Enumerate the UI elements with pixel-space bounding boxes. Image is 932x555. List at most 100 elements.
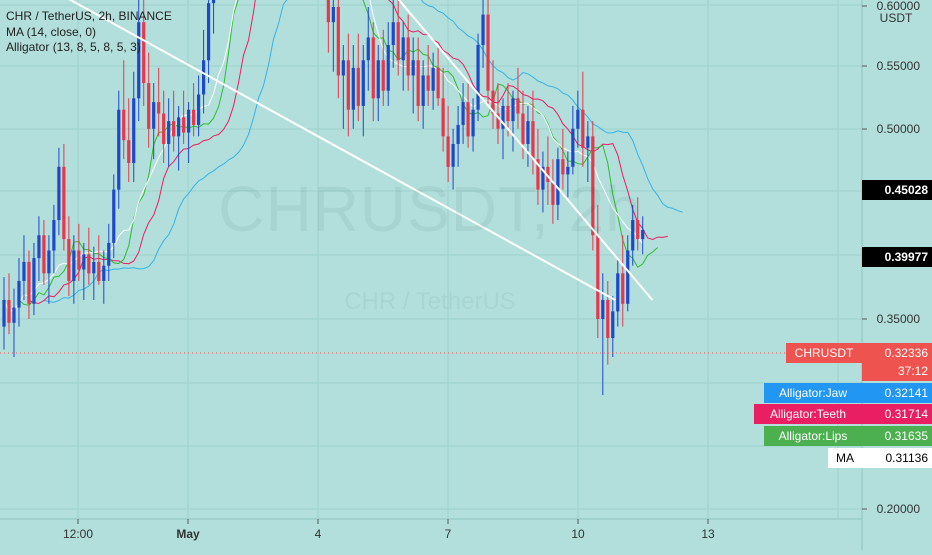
candle-body xyxy=(172,121,176,137)
price-label-value-box xyxy=(862,247,932,267)
price-tick-label: 0.55000 xyxy=(877,59,921,73)
candle-body xyxy=(586,136,590,148)
candle-body xyxy=(82,254,86,270)
candle-body xyxy=(591,136,595,236)
time-tick-label: 13 xyxy=(701,527,715,541)
candle-body xyxy=(326,0,330,23)
candle-body xyxy=(581,109,585,148)
candle-body xyxy=(122,109,126,141)
candle-body xyxy=(526,121,530,144)
symbol-watermark: CHRUSDT, 2h xyxy=(218,173,642,245)
ma-line xyxy=(3,0,644,312)
price-label-name: Alligator:Lips xyxy=(779,429,848,443)
candle-body xyxy=(62,166,66,240)
time-tick-label: 12:00 xyxy=(63,527,93,541)
candle-body xyxy=(72,250,76,281)
candle-body xyxy=(391,22,395,46)
candle-body xyxy=(606,299,610,339)
candle-body xyxy=(641,229,645,240)
candle-body xyxy=(496,113,500,129)
candle-body xyxy=(107,242,111,266)
price-label-value: 0.31714 xyxy=(885,407,929,421)
price-label-name-box xyxy=(786,343,862,363)
candle-body xyxy=(396,22,400,61)
trendline xyxy=(397,0,654,301)
alligator-teeth-line xyxy=(28,0,668,304)
candle-body xyxy=(626,250,630,304)
price-label-name: Alligator:Jaw xyxy=(779,386,847,400)
candle-body xyxy=(366,37,370,61)
candle-body xyxy=(147,83,151,129)
price-label-name-box xyxy=(754,404,862,424)
candle-body xyxy=(636,220,640,240)
candle-body xyxy=(47,250,51,274)
candle-body xyxy=(32,258,36,304)
candles xyxy=(2,0,645,396)
candle-body xyxy=(576,109,580,129)
candle-body xyxy=(631,220,635,251)
time-tick-label: 7 xyxy=(445,527,452,541)
candle-body xyxy=(456,124,460,144)
price-label-name-box xyxy=(764,383,862,403)
time-tick-label: 4 xyxy=(315,527,322,541)
candle-body xyxy=(57,166,61,221)
candle-body xyxy=(446,136,450,167)
price-label-name: Alligator:Teeth xyxy=(770,407,846,421)
candle-body xyxy=(192,109,196,125)
candle-body xyxy=(336,6,340,76)
price-label-value-box xyxy=(862,404,932,424)
candle-body xyxy=(501,105,505,129)
legend-ma[interactable]: MA (14, close, 0) xyxy=(6,24,97,39)
price-tick-label: 0.20000 xyxy=(877,502,921,516)
candle-body xyxy=(476,45,480,110)
candle-body xyxy=(511,98,515,122)
price-label-value: 0.31136 xyxy=(886,451,929,465)
candle-body xyxy=(481,14,485,46)
candle-body xyxy=(381,60,385,91)
price-label-name: MA xyxy=(836,451,854,465)
alligator-lips-line xyxy=(18,0,659,306)
price-label-value-box xyxy=(862,383,932,403)
candle-body xyxy=(77,250,81,270)
candle-body xyxy=(376,60,380,99)
candle-body xyxy=(426,75,430,91)
candle-body xyxy=(621,273,625,304)
price-label-name-box xyxy=(764,426,862,446)
candle-body xyxy=(7,299,11,323)
candle-body xyxy=(112,189,116,243)
legend-alligator[interactable]: Alligator (13, 8, 5, 8, 5, 3) xyxy=(6,40,141,54)
candle-body xyxy=(27,261,31,304)
candle-body xyxy=(486,14,490,91)
candle-body xyxy=(137,22,141,99)
candle-body xyxy=(142,22,146,84)
candle-body xyxy=(536,159,540,190)
candle-body xyxy=(92,261,96,274)
candle-body xyxy=(421,75,425,106)
alligator-jaw-line xyxy=(43,0,683,303)
price-axis[interactable]: 0.60000 0.55000 0.50000 0.35000 0.20000 xyxy=(862,0,920,516)
candle-body xyxy=(461,102,465,125)
price-label-countdown: 37:12 xyxy=(898,364,928,378)
legend-symbol[interactable]: CHR / TetherUS, 2h, BINANCE xyxy=(6,9,172,23)
price-label-value-box xyxy=(862,448,932,468)
candle-body xyxy=(167,121,171,144)
candle-body xyxy=(521,113,525,144)
price-label-value: 0.31635 xyxy=(885,429,929,443)
candle-body xyxy=(206,3,211,61)
candle-body xyxy=(331,6,335,23)
candle-body xyxy=(52,220,56,251)
chart-legend: CHR / TetherUS, 2h, BINANCE MA (14, clos… xyxy=(6,9,172,56)
price-labels: 0.45028 0.39977 CHRUSDT 0.32336 37:12 Alligat… xyxy=(754,180,932,468)
candle-body xyxy=(556,159,560,205)
candle-body xyxy=(162,113,166,144)
candle-body xyxy=(436,67,440,99)
time-axis[interactable]: 12:00 May 4 7 10 13 xyxy=(63,519,715,541)
candle-body xyxy=(411,60,415,76)
candle-body xyxy=(491,90,495,114)
time-tick-label: 10 xyxy=(571,527,585,541)
price-tick-label: 0.50000 xyxy=(877,122,921,136)
price-label-value-box xyxy=(862,343,932,381)
trendlines xyxy=(68,0,654,301)
